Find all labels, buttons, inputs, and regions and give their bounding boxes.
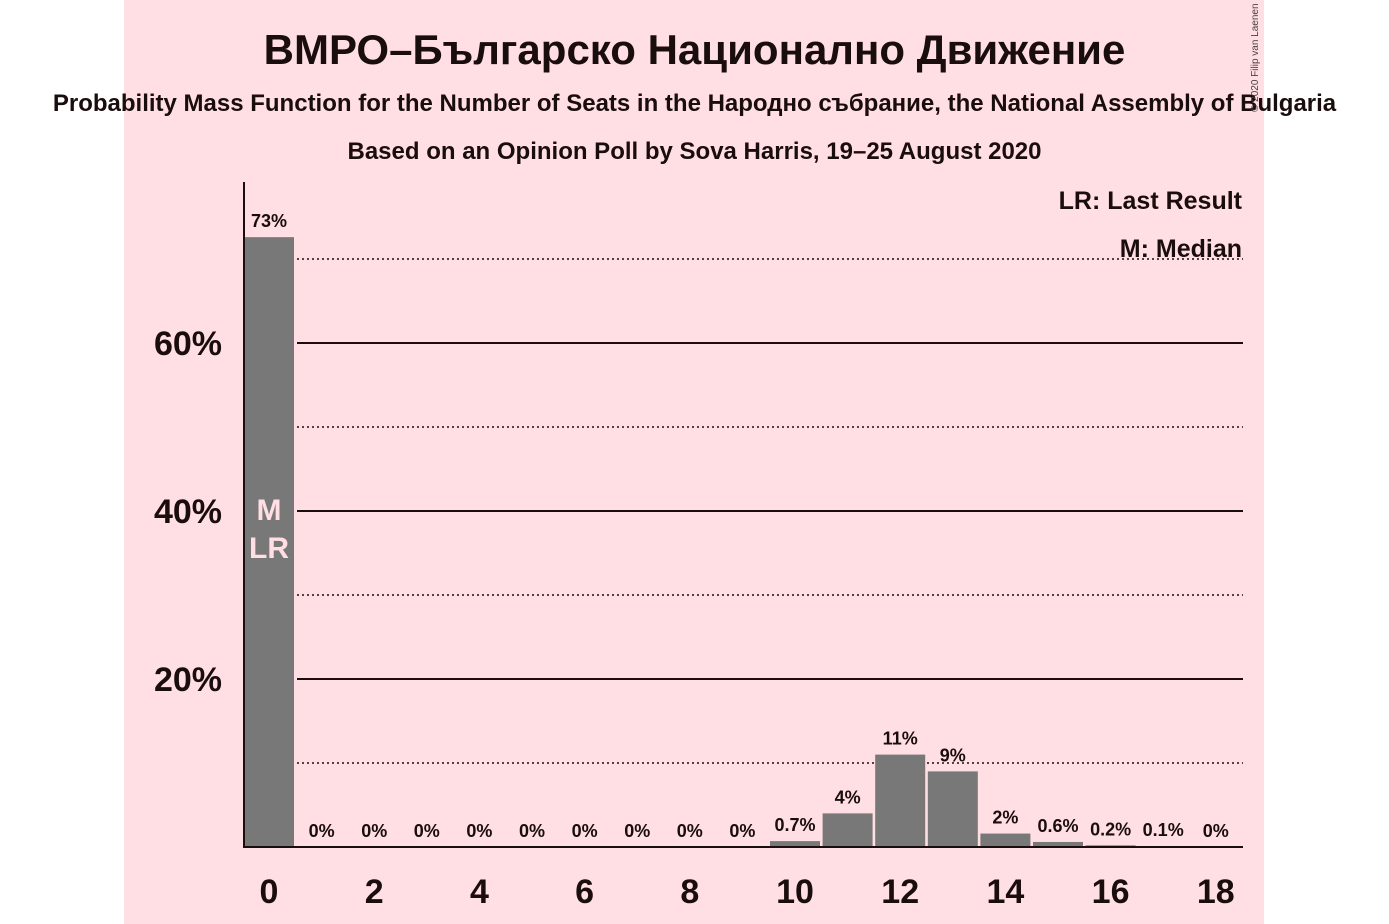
data-label: 0%	[624, 821, 650, 841]
data-label: 11%	[883, 729, 918, 749]
data-label: 0.6%	[1037, 816, 1078, 836]
legend-entry: LR: Last Result	[1059, 187, 1243, 215]
x-tick-label: 18	[1197, 873, 1235, 911]
x-tick-label: 16	[1092, 873, 1130, 911]
data-label: 4%	[835, 787, 861, 807]
chart-background	[124, 0, 1264, 924]
data-label: 0%	[414, 821, 440, 841]
bar	[822, 813, 873, 847]
data-label: 9%	[940, 745, 966, 765]
data-label: 0%	[519, 821, 545, 841]
y-tick-label: 20%	[154, 661, 222, 699]
data-label: 0%	[361, 821, 387, 841]
bar	[875, 754, 926, 847]
data-label: 0%	[1203, 821, 1229, 841]
data-label: 73%	[251, 211, 287, 231]
y-tick-label: 60%	[154, 325, 222, 363]
bar	[927, 771, 978, 847]
data-label: 0%	[729, 821, 755, 841]
data-label: 0.7%	[774, 815, 815, 835]
last-result-marker: LR	[249, 532, 289, 565]
data-label: 0%	[677, 821, 703, 841]
x-tick-label: 2	[365, 873, 384, 911]
x-tick-label: 4	[470, 873, 489, 911]
bar	[1033, 841, 1083, 847]
x-tick-label: 6	[575, 873, 594, 911]
y-tick-label: 40%	[154, 493, 222, 531]
x-tick-label: 12	[881, 873, 919, 911]
chart-title: ВМРО–Българско Национално Движение	[263, 26, 1126, 73]
data-label: 0%	[466, 821, 492, 841]
data-label: 0.1%	[1143, 820, 1184, 840]
x-tick-label: 0	[260, 873, 279, 911]
x-tick-label: 8	[680, 873, 699, 911]
bar	[244, 237, 294, 847]
data-label: 0%	[309, 821, 335, 841]
x-tick-label: 14	[986, 873, 1024, 911]
chart-subtitle: Probability Mass Function for the Number…	[52, 90, 1337, 117]
median-marker: M	[257, 494, 282, 527]
legend-entry: M: Median	[1120, 235, 1242, 263]
data-label: 0.2%	[1090, 819, 1131, 839]
data-label: 2%	[992, 808, 1018, 828]
chart-caption: Based on an Opinion Poll by Sova Harris,…	[347, 138, 1042, 165]
bar	[980, 833, 1031, 847]
bar	[770, 841, 820, 847]
x-tick-label: 10	[776, 873, 814, 911]
data-label: 0%	[572, 821, 598, 841]
